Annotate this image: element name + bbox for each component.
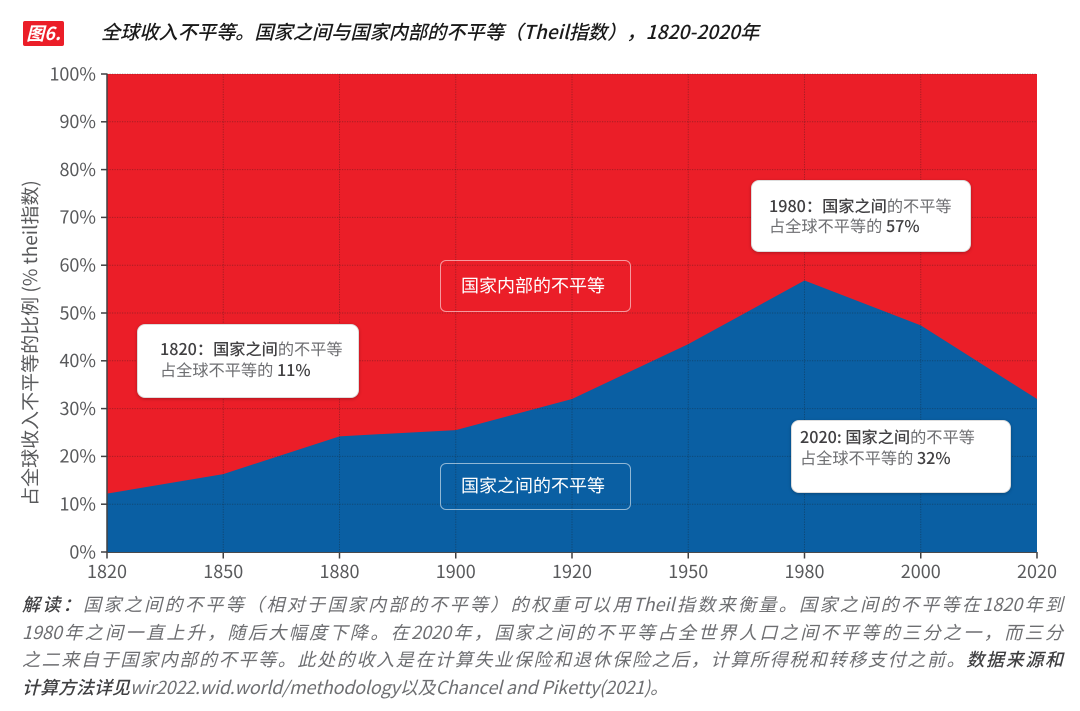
svg-text:2000: 2000: [901, 558, 941, 584]
svg-text:占全球收入不平等的比例 (% theil指数): 占全球收入不平等的比例 (% theil指数): [16, 180, 43, 506]
svg-text:1950: 1950: [668, 558, 708, 584]
svg-text:1880: 1880: [320, 558, 360, 584]
svg-text:50%: 50%: [59, 299, 96, 325]
svg-text:2020: 2020: [1017, 558, 1057, 584]
svg-text:10%: 10%: [59, 491, 96, 517]
svg-text:70%: 70%: [59, 204, 96, 230]
svg-text:40%: 40%: [59, 347, 96, 373]
svg-text:30%: 30%: [59, 395, 96, 421]
svg-text:1850: 1850: [203, 558, 243, 584]
svg-text:1820: 1820: [87, 558, 127, 584]
svg-text:80%: 80%: [59, 156, 96, 182]
svg-text:90%: 90%: [59, 108, 96, 134]
svg-text:0%: 0%: [69, 538, 96, 564]
svg-text:1920: 1920: [552, 558, 592, 584]
svg-text:20%: 20%: [59, 443, 96, 469]
svg-text:1900: 1900: [436, 558, 476, 584]
svg-text:1980: 1980: [785, 558, 825, 584]
svg-text:100%: 100%: [49, 60, 96, 86]
svg-text:60%: 60%: [59, 252, 96, 278]
